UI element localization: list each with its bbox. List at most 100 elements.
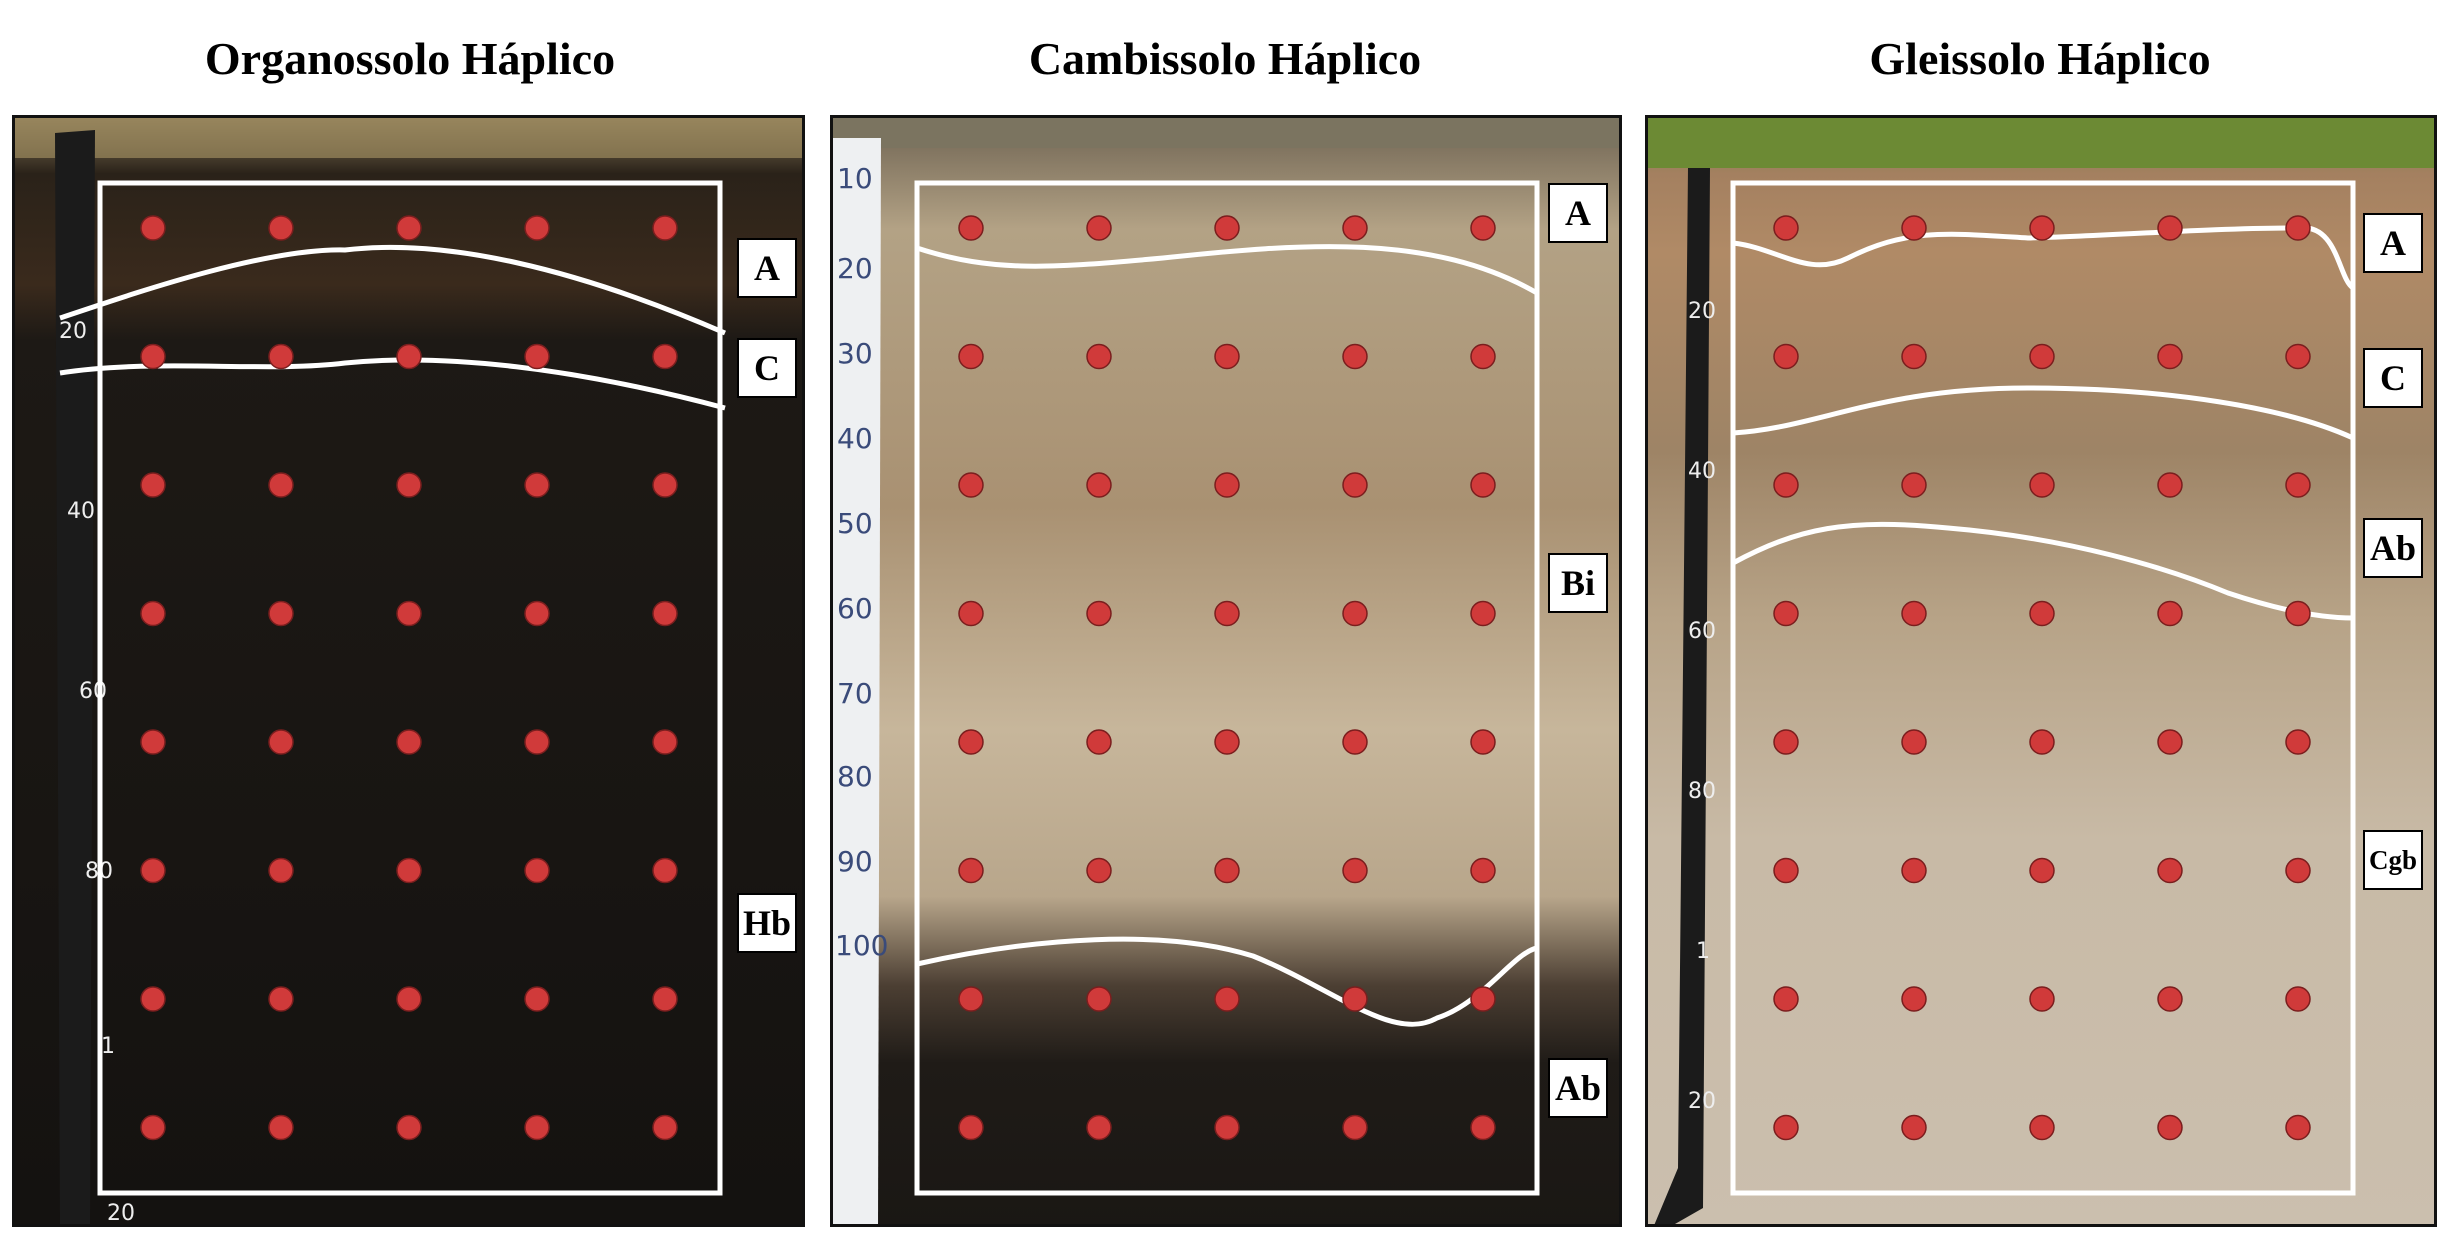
sampling-point [1342, 729, 1368, 755]
tape-mark-label: 100 [835, 929, 888, 962]
sampling-frame [914, 180, 1540, 1196]
sampling-point [396, 215, 422, 241]
sampling-point [2029, 1114, 2055, 1141]
sampling-point [2157, 986, 2183, 1012]
sampling-point [140, 729, 166, 755]
tape-mark-label: 40 [67, 499, 95, 524]
sampling-point [268, 986, 294, 1012]
sampling-point [140, 600, 166, 627]
sampling-point [268, 857, 294, 884]
tape-mark-label: 80 [1688, 779, 1716, 804]
sampling-point [1086, 600, 1112, 627]
sampling-point [2285, 986, 2311, 1012]
sampling-point [652, 343, 678, 370]
sampling-point [2157, 472, 2183, 498]
sampling-point [396, 600, 422, 627]
sampling-point [2029, 729, 2055, 755]
tape-mark-label: 20 [107, 1201, 135, 1226]
tape-mark-label: 60 [837, 592, 873, 625]
sampling-point [1470, 729, 1496, 755]
horizon-label-c: C [737, 338, 797, 398]
sampling-point [1214, 857, 1240, 884]
measuring-tape [833, 138, 881, 1224]
sampling-point [1470, 1114, 1496, 1141]
sampling-point [524, 600, 550, 627]
tape-mark-label: 1 [101, 1034, 115, 1059]
sampling-point [1901, 472, 1927, 498]
sampling-point [268, 215, 294, 241]
sampling-point [652, 472, 678, 498]
horizon-label-bi: Bi [1548, 553, 1608, 613]
sampling-point [524, 472, 550, 498]
sampling-point [2285, 1114, 2311, 1141]
sampling-point [2157, 729, 2183, 755]
tape-mark-label: 50 [837, 507, 873, 540]
sampling-point [1214, 343, 1240, 370]
sampling-point [1773, 857, 1799, 884]
sampling-point [1773, 600, 1799, 627]
sampling-point [2285, 215, 2311, 241]
sampling-point [1901, 857, 1927, 884]
sampling-point [1086, 857, 1112, 884]
sampling-point [524, 343, 550, 370]
sampling-point [140, 472, 166, 498]
sampling-point [1342, 600, 1368, 627]
sampling-point [1086, 1114, 1112, 1141]
tape-mark-label: 20 [837, 252, 873, 285]
tape-mark-label: 1 [1696, 939, 1710, 964]
sampling-point [958, 1114, 984, 1141]
sampling-point [1342, 1114, 1368, 1141]
sampling-point [2029, 343, 2055, 370]
sampling-point [268, 343, 294, 370]
sampling-point [2029, 857, 2055, 884]
sampling-point [1773, 1114, 1799, 1141]
soil-profile-cambissolo-graphic: 10 20 30 40 50 60 70 80 90 100 [833, 118, 1619, 1224]
sampling-point [1470, 857, 1496, 884]
horizon-boundary [1732, 385, 2355, 441]
sampling-point [396, 729, 422, 755]
soil-profile-photo-gleissolo: 20 40 60 80 1 20 A C Ab Cgb [1645, 115, 2437, 1227]
horizon-label-a: A [737, 238, 797, 298]
sampling-point [1214, 729, 1240, 755]
sampling-point [1901, 986, 1927, 1012]
soil-profile-organossolo-graphic: 20 40 60 80 1 20 [15, 118, 802, 1226]
sampling-point [1773, 986, 1799, 1012]
sampling-point [268, 472, 294, 498]
tape-mark-label: 40 [1688, 459, 1716, 484]
sampling-point [396, 472, 422, 498]
sampling-point [1470, 215, 1496, 241]
sampling-point [1773, 343, 1799, 370]
soil-profile-photo-cambissolo: 10 20 30 40 50 60 70 80 90 100 A Bi Ab [830, 115, 1622, 1227]
sampling-point [652, 986, 678, 1012]
sampling-point [1773, 729, 1799, 755]
sampling-point [652, 729, 678, 755]
sampling-point [652, 215, 678, 241]
sampling-point [1901, 343, 1927, 370]
sampling-point [2285, 857, 2311, 884]
sampling-point [2285, 343, 2311, 370]
horizon-label-cgb: Cgb [2363, 830, 2423, 890]
sampling-point [524, 215, 550, 241]
horizon-label-a: A [2363, 213, 2423, 273]
sampling-point [1086, 729, 1112, 755]
sampling-point [1342, 343, 1368, 370]
sampling-point [1470, 986, 1496, 1012]
sampling-point [396, 1114, 422, 1141]
tape-mark-label: 70 [837, 677, 873, 710]
sampling-point [1470, 472, 1496, 498]
sampling-point [1470, 343, 1496, 370]
sampling-point [1086, 215, 1112, 241]
sampling-point [1214, 215, 1240, 241]
sampling-frame [1730, 180, 2356, 1196]
horizon-boundary [59, 244, 726, 336]
sampling-point [958, 857, 984, 884]
tape-mark-label: 80 [837, 760, 873, 793]
sampling-point [524, 1114, 550, 1141]
sampling-point [140, 343, 166, 370]
grass-strip [1648, 118, 2434, 168]
sampling-point [1342, 857, 1368, 884]
sampling-point [1214, 986, 1240, 1012]
sampling-point [1773, 215, 1799, 241]
tape-mark-label: 20 [1688, 299, 1716, 324]
sampling-point [396, 857, 422, 884]
